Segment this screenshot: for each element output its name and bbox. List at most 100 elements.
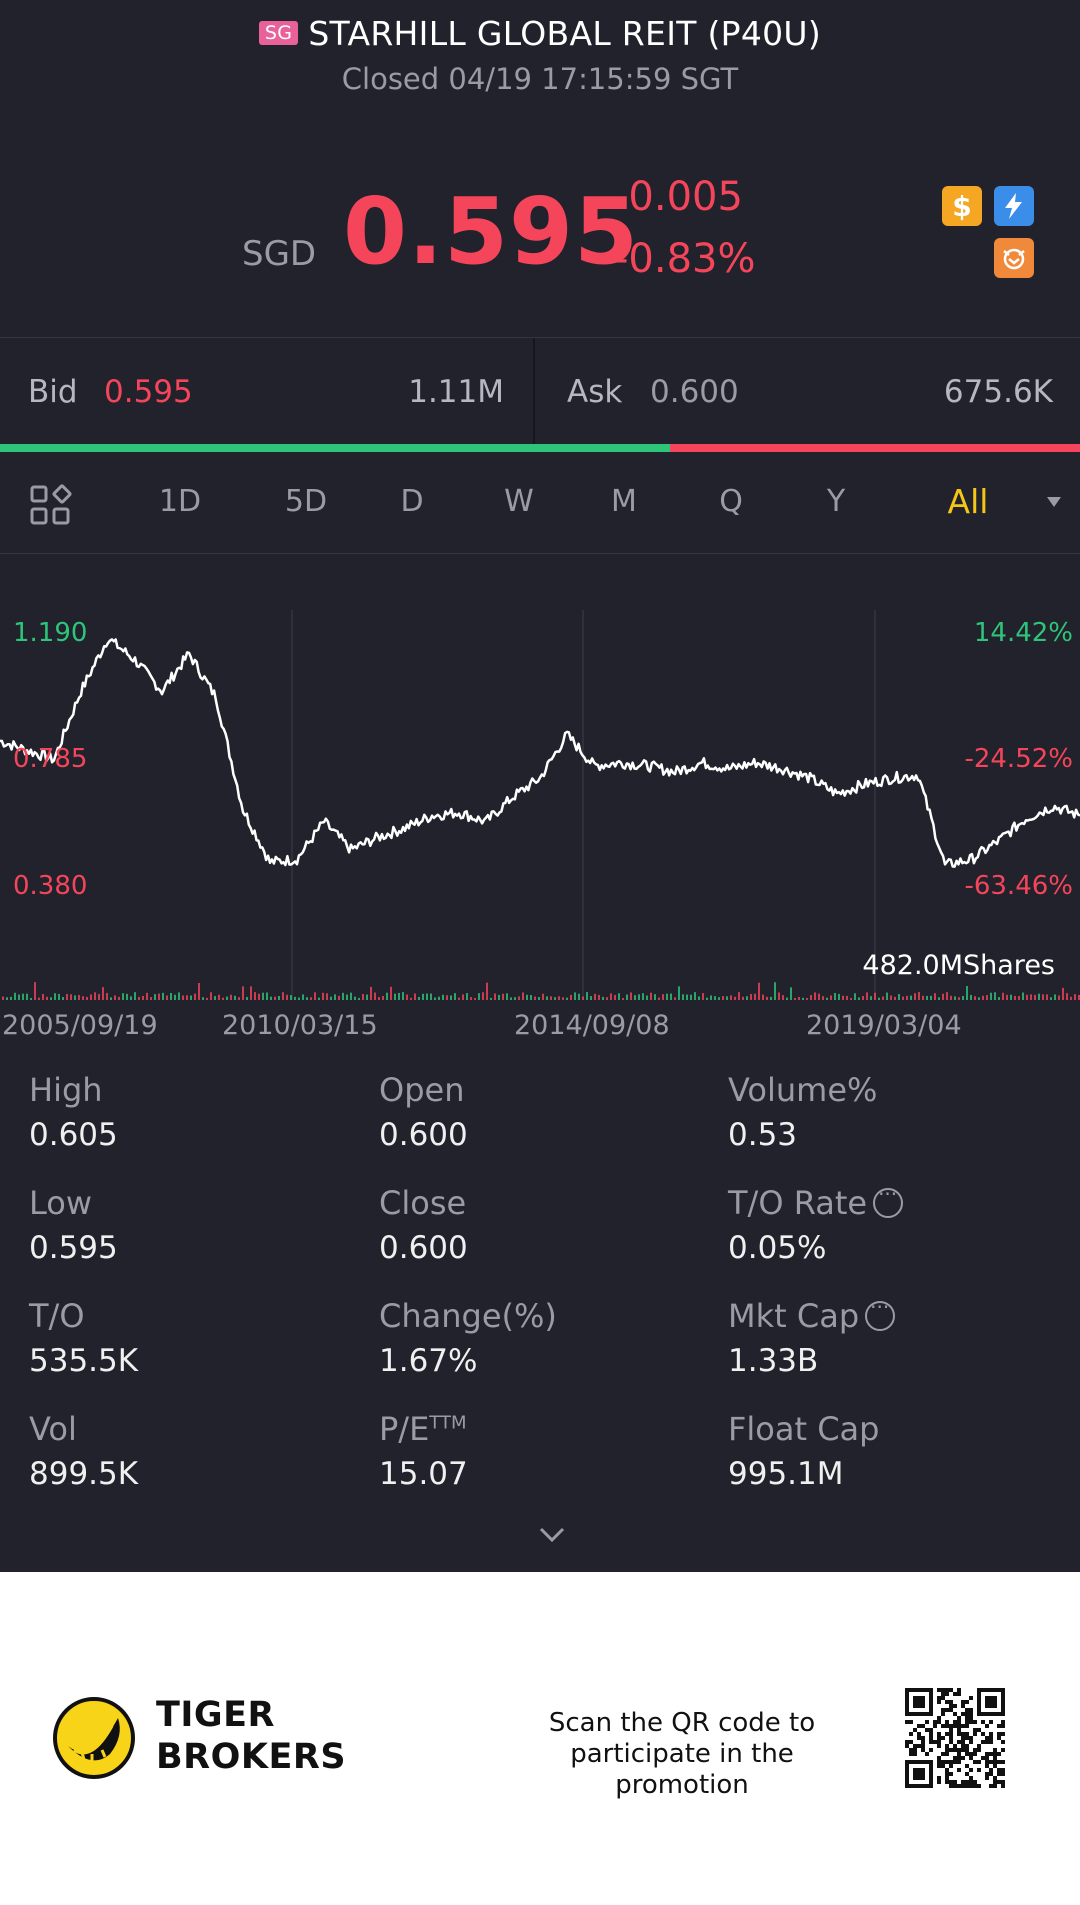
volume-bar [826,997,828,1000]
bolt-icon[interactable] [994,186,1034,226]
qr-module [949,1728,953,1732]
qr-module [997,1780,1001,1784]
volume-bar [366,994,368,1000]
volume-bar [602,996,604,1000]
qr-module [941,1764,945,1768]
volume-bar [78,994,80,1000]
tab-y[interactable]: Y [826,484,846,519]
qr-module [945,1744,949,1748]
volume-bar [866,992,868,1000]
volume-bar [998,997,1000,1000]
tab-all[interactable]: All [947,482,989,521]
qr-module [965,1772,969,1776]
volume-bar [470,997,472,1000]
volume-bar [502,993,504,1000]
volume-bar [650,992,652,1000]
dollar-icon[interactable]: $ [942,186,982,226]
volume-bar [1010,994,1012,1000]
volume-bar [862,996,864,1000]
volume-bar [694,992,696,1000]
volume-bar [666,993,668,1000]
qr-module [989,1720,993,1724]
grid-icon[interactable] [30,484,72,526]
chevron-down-icon[interactable] [1047,497,1061,507]
qr-module [953,1692,957,1696]
period-tabs: 1D 5D D W M Q Y All [0,452,1080,552]
volume-bar [674,997,676,1000]
tab-5d[interactable]: 5D [284,484,328,519]
info-icon[interactable] [865,1295,896,1331]
price-chart[interactable] [0,600,1080,1020]
qr-module [981,1756,985,1760]
volume-bar [834,992,836,1000]
volume-bar [546,996,548,1000]
tab-1d[interactable]: 1D [158,484,202,519]
volume-bar [306,997,308,1000]
qr-module [989,1736,993,1740]
volume-bar [314,992,316,1000]
volume-bar [822,996,824,1000]
qr-module [997,1736,1001,1740]
expand-chevron-icon[interactable] [538,1520,566,1548]
volume-bar [342,992,344,1000]
qr-module [953,1784,957,1788]
volume-bar [42,994,44,1000]
qr-module [957,1728,961,1732]
qr-module [973,1732,977,1736]
volume-bar [274,996,276,1000]
tab-m[interactable]: M [611,484,637,519]
tab-q[interactable]: Q [719,484,743,519]
promo-line: Scan the QR code to [548,1708,816,1738]
qr-module [961,1780,965,1784]
qr-module [945,1776,949,1780]
qr-module [957,1768,961,1772]
volume-bar [138,996,140,1000]
bid-ask-panel: Bid 0.595 1.11M Ask 0.600 675.6K [0,338,1080,444]
volume-bar [478,993,480,1000]
qr-module [985,1756,989,1760]
qr-module [989,1732,993,1736]
qr-module [953,1704,957,1708]
volume-bar [82,996,84,1000]
volume-bar [958,997,960,1000]
qr-module [985,1776,989,1780]
bull-icon[interactable] [994,238,1034,278]
volume-bar [418,996,420,1000]
volume-bar [662,994,664,1000]
qr-code-icon[interactable] [905,1688,1005,1788]
qr-module [993,1760,997,1764]
brand-name: TIGER BROKERS [156,1694,346,1778]
qr-module [941,1752,945,1756]
qr-module [965,1732,969,1736]
volume-bar [934,993,936,1000]
volume-bar [554,997,556,1000]
qr-module [949,1740,953,1744]
volume-bar [702,993,704,1000]
qr-module [949,1732,953,1736]
volume-bar [1026,994,1028,1000]
qr-module [953,1756,957,1760]
volume-bar [770,996,772,1000]
tab-w[interactable]: W [504,484,534,519]
qr-module [909,1732,913,1736]
tab-d[interactable]: D [400,484,424,519]
qr-module [945,1720,949,1724]
qr-module [917,1736,921,1740]
qr-module [985,1696,997,1708]
qr-module [937,1756,941,1760]
volume-bar [954,996,956,1000]
volume-bar [338,995,340,1000]
stat-label: Change(%) [379,1297,557,1335]
y-tick-right-high: 14.42% [973,618,1073,648]
qr-module [949,1704,953,1708]
x-tick: 2019/03/04 [806,1010,962,1041]
volume-bar [558,996,560,1000]
volume-bar [154,994,156,1000]
volume-bar [670,993,672,1000]
qr-module [933,1720,937,1724]
volume-bar [26,993,28,1000]
volume-bar [46,996,48,1000]
volume-bar [370,986,372,1000]
volume-bar [482,992,484,1000]
info-icon[interactable] [873,1182,904,1218]
